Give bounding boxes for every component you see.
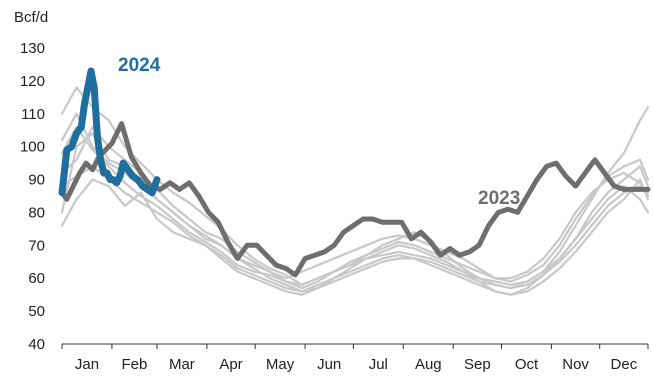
y-tick-label: 50 xyxy=(28,303,45,320)
y-tick-label: 130 xyxy=(20,40,45,57)
x-tick-label: Nov xyxy=(562,356,589,373)
series-lines xyxy=(58,67,651,296)
x-tick-label: May xyxy=(266,356,295,373)
y-tick-label: 90 xyxy=(28,172,45,189)
y-tick-label: 100 xyxy=(20,139,45,156)
series-line-2023 xyxy=(59,121,651,278)
x-tick-label: Jun xyxy=(317,356,341,373)
series-line-history-4 xyxy=(60,125,650,290)
x-tick-label: Sep xyxy=(464,356,491,373)
x-tick-label: Aug xyxy=(415,356,442,373)
x-tick-label: Dec xyxy=(611,356,638,373)
x-tick-label: Apr xyxy=(219,356,242,373)
y-tick-label: 60 xyxy=(28,270,45,287)
x-tick-label: Jul xyxy=(369,356,388,373)
series-line-history-6 xyxy=(60,165,650,293)
x-tick-label: Jan xyxy=(75,356,99,373)
series-line-history-7 xyxy=(60,112,650,296)
x-tick-label: Mar xyxy=(169,356,195,373)
y-tick-label: 80 xyxy=(28,204,45,221)
y-tick-label: 110 xyxy=(21,106,45,123)
series-label-2024: 2024 xyxy=(118,55,161,76)
y-axis-unit-label: Bcf/d xyxy=(14,9,48,26)
y-tick-label: 70 xyxy=(28,237,45,254)
series-line-history-5 xyxy=(60,125,650,286)
x-tick-label: Feb xyxy=(121,356,147,373)
y-tick-label: 120 xyxy=(20,73,45,90)
x-axis-ticks: Jan Feb Mar Apr May Jun Jul Aug Sep Oct Nov Dec xyxy=(61,344,649,373)
series-label-2023: 2023 xyxy=(478,188,520,209)
series-line-2024 xyxy=(58,67,161,197)
y-tick-label: 40 xyxy=(28,336,45,353)
x-tick-label: Oct xyxy=(515,356,539,373)
y-axis-ticks: 40 50 60 70 80 90 100 110 120 130 xyxy=(20,40,45,353)
